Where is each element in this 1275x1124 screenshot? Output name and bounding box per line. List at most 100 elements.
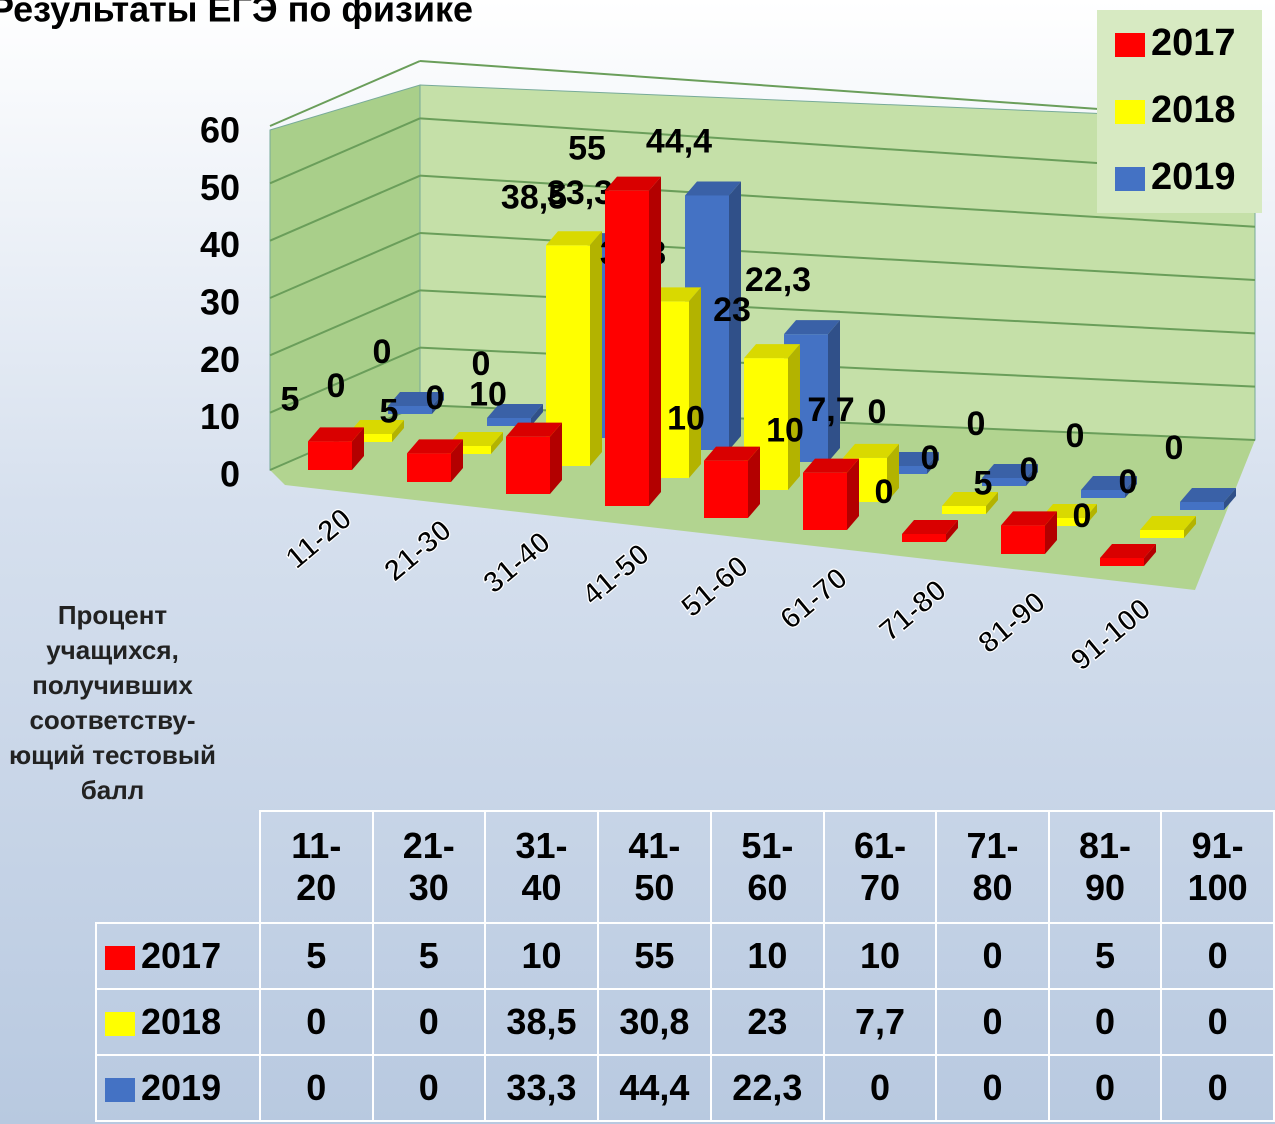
bar-front <box>1140 530 1184 538</box>
table-cell: 5 <box>259 922 374 990</box>
table-corner <box>96 811 260 923</box>
bar-side <box>788 344 800 490</box>
bar-top <box>388 392 444 406</box>
grid-line <box>269 174 421 242</box>
bar-front <box>605 190 649 506</box>
series-name: 2019 <box>141 1067 222 1108</box>
data-label: 0 <box>1020 451 1039 489</box>
data-label: 5 <box>281 380 300 418</box>
table-cell: 0 <box>259 1054 374 1122</box>
table-cell: 55 <box>596 922 712 990</box>
data-label: 38,5 <box>501 178 567 216</box>
bar-front <box>348 434 392 442</box>
bar-top <box>487 404 543 418</box>
grid-line <box>269 232 421 299</box>
bar-side <box>927 452 939 474</box>
x-tick-label: 81-90 <box>972 585 1052 660</box>
data-label: 5 <box>974 464 993 502</box>
table-category: 31-40 <box>515 825 568 908</box>
data-label: 0 <box>868 393 887 431</box>
legend: 2017 2018 2019 <box>1097 10 1262 213</box>
bar-side <box>946 520 958 542</box>
data-label: 0 <box>472 345 491 383</box>
bar-side <box>887 443 899 502</box>
bar-side <box>986 492 998 514</box>
table-category: 61-70 <box>854 825 907 908</box>
table-header-cell: 11-20 <box>259 810 374 924</box>
x-tick-label: 51-60 <box>675 549 755 624</box>
y-tick-label: 20 <box>200 339 240 380</box>
data-label: 0 <box>327 367 346 405</box>
table-cell: 0 <box>371 988 487 1056</box>
grid-line <box>269 60 421 127</box>
table-category: 11-20 <box>291 825 342 908</box>
table-category: 91-100 <box>1187 825 1248 908</box>
y-tick-label: 60 <box>200 110 240 151</box>
y-tick-label: 30 <box>200 282 240 323</box>
table-category: 51-60 <box>741 825 794 908</box>
bar-front <box>942 506 986 514</box>
table-header-cell: 91-100 <box>1160 810 1275 924</box>
bar-top <box>407 439 463 454</box>
bar-top <box>843 443 899 458</box>
bar-front <box>1100 558 1144 566</box>
legend-entry: 2018 <box>1097 77 1262 144</box>
table-cell: 23 <box>709 988 825 1056</box>
table-header-cell: 81-90 <box>1047 810 1163 924</box>
bar-side <box>531 404 543 426</box>
bar-side <box>649 176 661 506</box>
bar-top <box>1100 544 1156 558</box>
table-category: 71-80 <box>966 825 1019 908</box>
bar-front <box>1001 525 1045 554</box>
data-label: 7,7 <box>807 391 854 429</box>
bar-side <box>352 427 364 470</box>
bar-top <box>803 458 859 473</box>
bar-top <box>506 422 562 437</box>
bar-front <box>407 453 451 482</box>
bar-top <box>704 446 760 461</box>
table-header-cell: 51-60 <box>709 810 825 924</box>
legend-label: 2019 <box>1151 156 1236 198</box>
table-cell: 7,7 <box>822 988 938 1056</box>
table-row: 2019 0 0 33,3 44,4 22,3 0 0 0 0 <box>94 1054 1275 1122</box>
table-cell: 0 <box>1160 988 1275 1056</box>
bar-front <box>1041 518 1085 526</box>
bar-top <box>784 320 840 335</box>
bar-top <box>605 176 661 191</box>
data-label: 10 <box>667 400 705 438</box>
data-label: 0 <box>921 439 940 477</box>
bar-side <box>847 458 859 530</box>
series-name: 2017 <box>141 935 222 976</box>
table-header: 11-20 21-30 31-40 41-50 51-60 61-70 71-80 81-90… <box>96 810 1275 924</box>
data-label: 0 <box>1165 429 1184 467</box>
bar-side <box>432 392 444 414</box>
y-tick-label: 50 <box>200 167 240 208</box>
table-row: 2017 5 5 10 55 10 10 0 5 0 <box>94 922 1275 990</box>
table-cell: 0 <box>935 1054 1050 1122</box>
data-label: 23 <box>713 291 751 329</box>
data-label: 0 <box>1073 497 1092 535</box>
table-cell: 0 <box>1160 1054 1275 1122</box>
table-cell: 38,5 <box>484 988 599 1056</box>
table-cell: 10 <box>709 922 825 990</box>
table-cell: 44,4 <box>596 1054 712 1122</box>
bar-side <box>451 439 463 482</box>
table-cell: 0 <box>935 922 1050 990</box>
x-tick-label: 71-80 <box>873 573 953 648</box>
bar-top <box>1001 511 1057 526</box>
bar-top <box>546 231 602 246</box>
series-name: 2018 <box>141 1001 222 1042</box>
x-tick-label: 61-70 <box>774 561 854 636</box>
bar-top <box>902 520 958 534</box>
bar-front <box>902 534 946 542</box>
table-cell: 0 <box>1160 922 1275 990</box>
legend-swatch <box>105 1012 135 1037</box>
table-cell: 5 <box>371 922 487 990</box>
data-label: 0 <box>967 405 986 443</box>
data-label: 0 <box>1119 463 1138 501</box>
table-header-cell: 71-80 <box>935 810 1050 924</box>
legend-swatch <box>1115 99 1145 124</box>
x-tick-label: 11-20 <box>280 502 359 576</box>
data-label: 55 <box>568 130 606 168</box>
